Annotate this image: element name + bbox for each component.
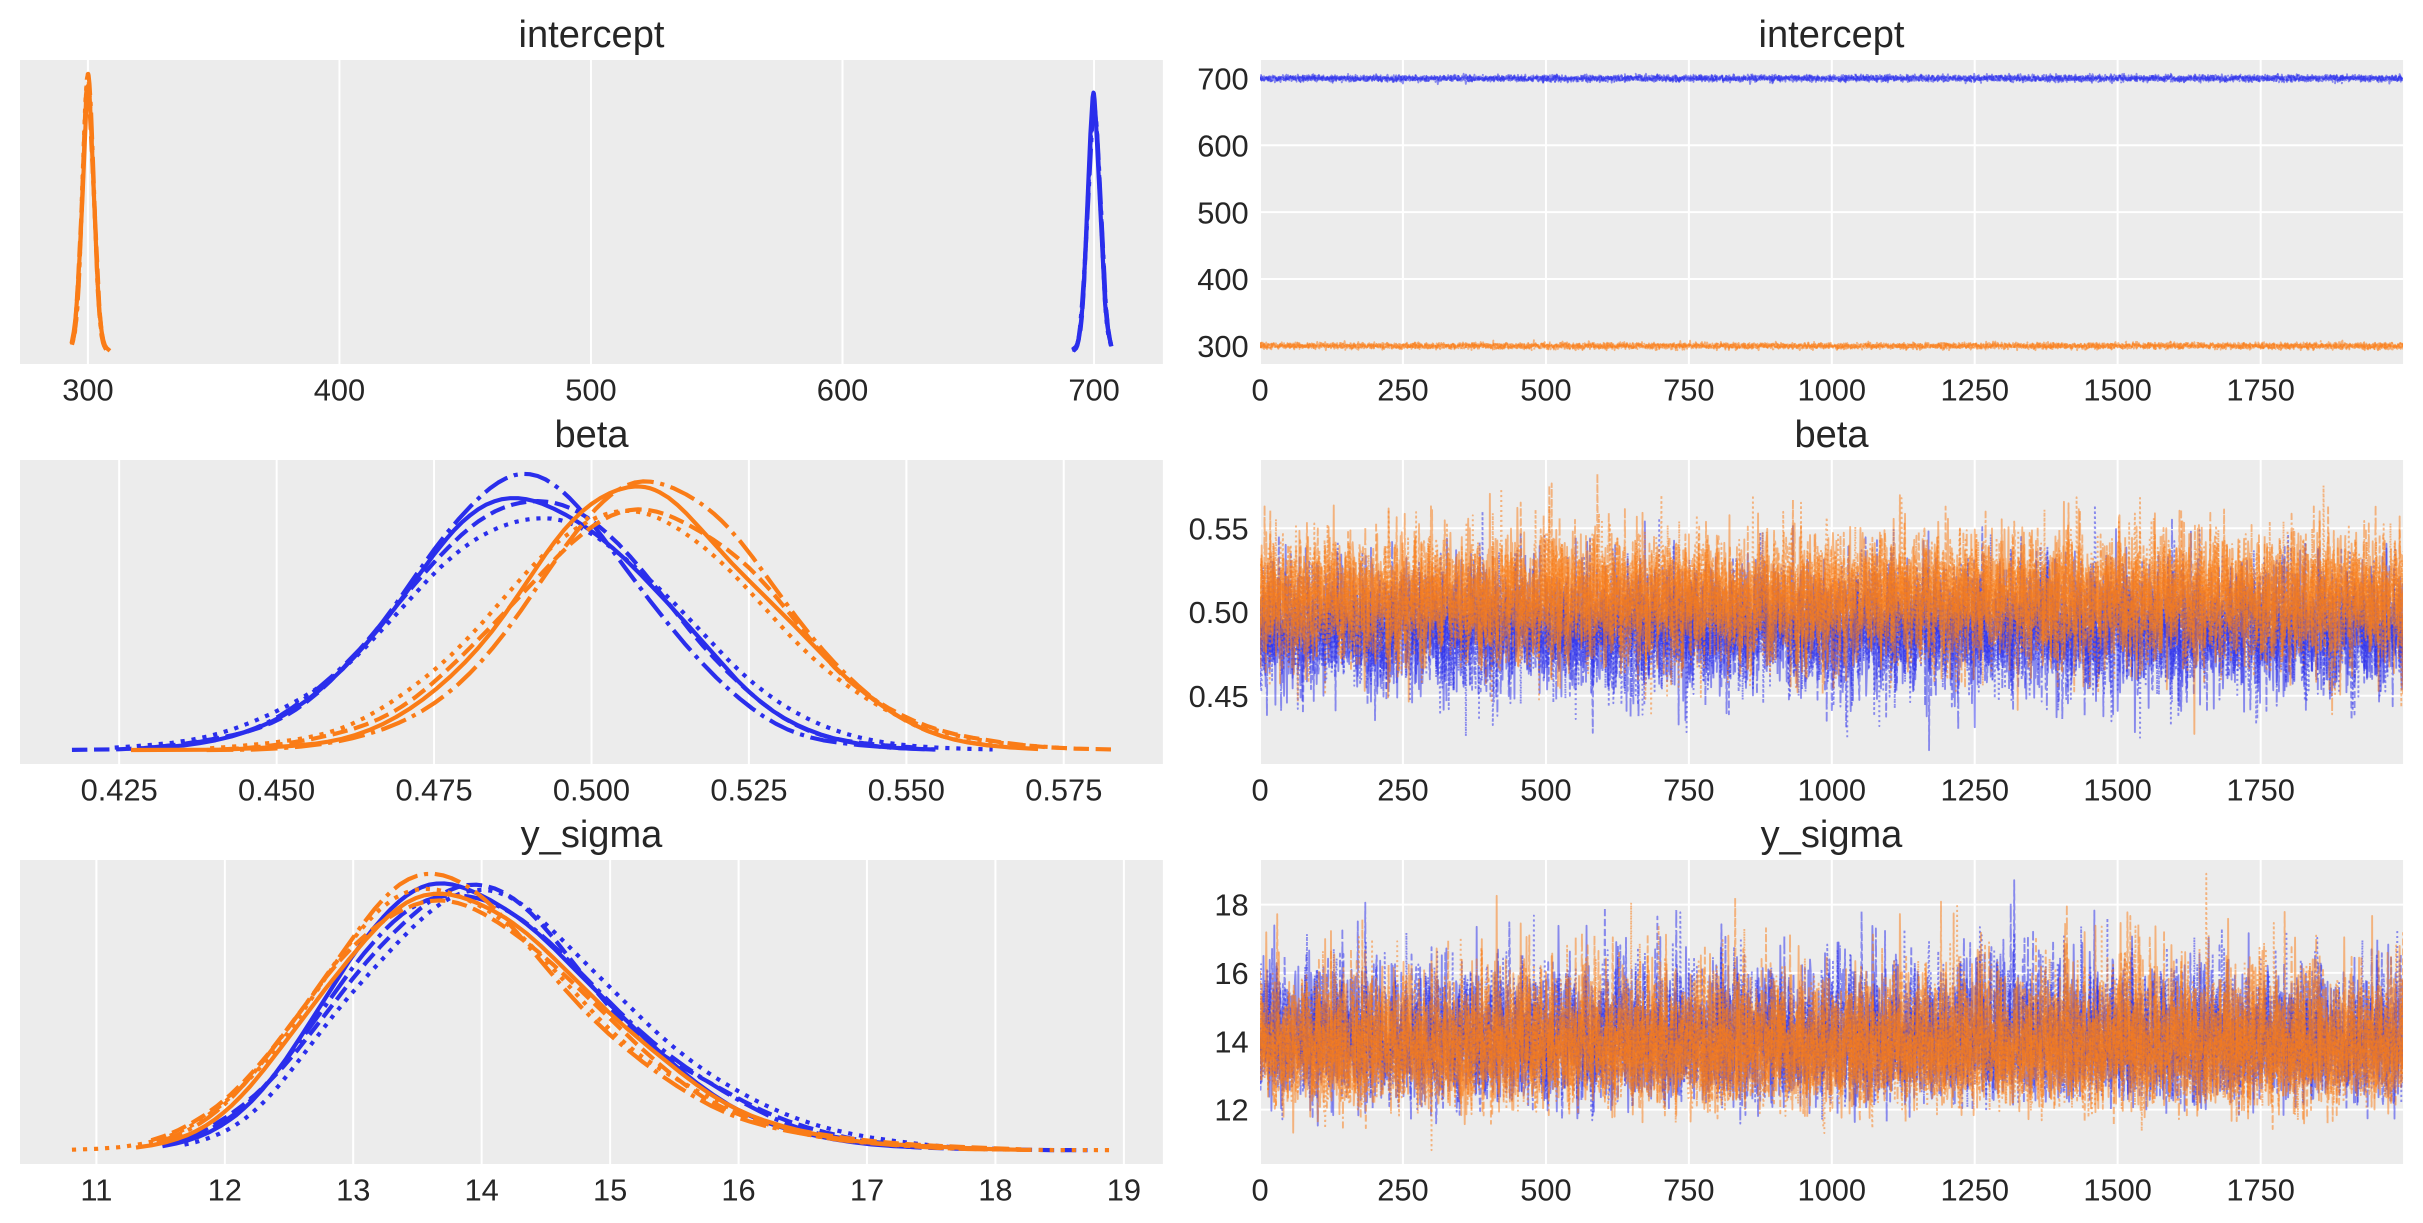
svg-text:0.550: 0.550 (868, 773, 945, 808)
svg-text:500: 500 (1520, 773, 1571, 808)
svg-text:750: 750 (1663, 773, 1714, 808)
svg-text:1750: 1750 (2226, 1173, 2295, 1208)
svg-text:beta: beta (554, 414, 629, 456)
svg-text:700: 700 (1068, 373, 1119, 408)
svg-text:1250: 1250 (1940, 1173, 2009, 1208)
svg-text:500: 500 (565, 373, 616, 408)
svg-text:1250: 1250 (1940, 773, 2009, 808)
svg-text:0: 0 (1251, 773, 1268, 808)
svg-text:y_sigma: y_sigma (521, 814, 664, 856)
svg-text:0.575: 0.575 (1025, 773, 1102, 808)
svg-text:14: 14 (1214, 1024, 1248, 1059)
svg-text:11: 11 (80, 1173, 112, 1208)
svg-text:0: 0 (1251, 373, 1268, 408)
svg-text:1250: 1250 (1940, 373, 2009, 408)
svg-text:0.55: 0.55 (1189, 511, 1249, 546)
svg-text:18: 18 (1214, 888, 1248, 923)
svg-text:1000: 1000 (1797, 373, 1866, 408)
svg-text:0.450: 0.450 (238, 773, 315, 808)
svg-text:1500: 1500 (2083, 1173, 2152, 1208)
svg-text:1500: 1500 (2083, 773, 2152, 808)
svg-text:0.525: 0.525 (710, 773, 787, 808)
svg-text:300: 300 (1197, 329, 1248, 364)
svg-text:250: 250 (1377, 773, 1428, 808)
svg-text:18: 18 (978, 1173, 1012, 1208)
svg-text:y_sigma: y_sigma (1761, 814, 1904, 856)
svg-text:300: 300 (62, 373, 113, 408)
svg-text:600: 600 (1197, 128, 1248, 163)
svg-text:19: 19 (1107, 1173, 1141, 1208)
svg-text:13: 13 (336, 1173, 370, 1208)
svg-text:500: 500 (1197, 195, 1248, 230)
svg-text:0.475: 0.475 (395, 773, 472, 808)
svg-text:14: 14 (465, 1173, 499, 1208)
svg-text:250: 250 (1377, 1173, 1428, 1208)
svg-text:0.45: 0.45 (1189, 679, 1249, 714)
svg-text:500: 500 (1520, 373, 1571, 408)
svg-text:250: 250 (1377, 373, 1428, 408)
svg-text:12: 12 (1214, 1093, 1248, 1128)
svg-text:0: 0 (1251, 1173, 1268, 1208)
svg-text:beta: beta (1794, 414, 1869, 456)
svg-text:intercept: intercept (519, 14, 665, 56)
svg-text:12: 12 (208, 1173, 242, 1208)
svg-text:1750: 1750 (2226, 773, 2295, 808)
svg-text:1500: 1500 (2083, 373, 2152, 408)
svg-text:0.425: 0.425 (81, 773, 158, 808)
svg-text:1000: 1000 (1797, 1173, 1866, 1208)
svg-text:500: 500 (1520, 1173, 1571, 1208)
svg-text:400: 400 (314, 373, 365, 408)
svg-text:0.50: 0.50 (1189, 595, 1249, 630)
svg-text:intercept: intercept (1759, 14, 1905, 56)
svg-text:1750: 1750 (2226, 373, 2295, 408)
svg-text:400: 400 (1197, 262, 1248, 297)
svg-text:16: 16 (721, 1173, 755, 1208)
svg-text:600: 600 (817, 373, 868, 408)
svg-text:15: 15 (593, 1173, 627, 1208)
svg-text:17: 17 (850, 1173, 884, 1208)
svg-text:0.500: 0.500 (553, 773, 630, 808)
svg-text:16: 16 (1214, 956, 1248, 991)
svg-text:750: 750 (1663, 1173, 1714, 1208)
svg-text:750: 750 (1663, 373, 1714, 408)
svg-text:1000: 1000 (1797, 773, 1866, 808)
svg-text:700: 700 (1197, 62, 1248, 97)
